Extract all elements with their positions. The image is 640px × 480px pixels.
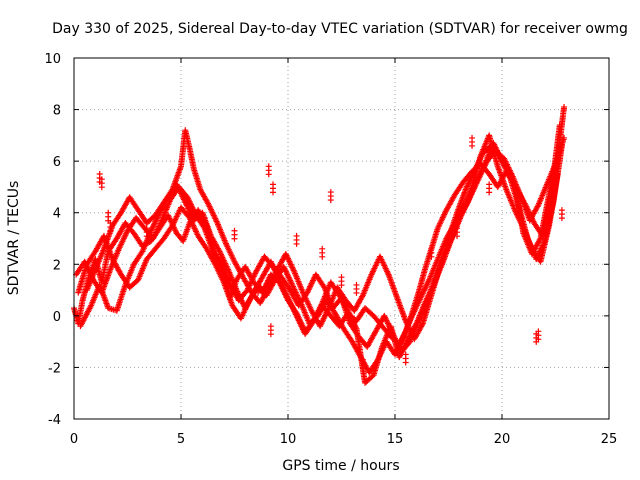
data-points	[71, 103, 568, 386]
x-axis-label: GPS time / hours	[282, 458, 399, 474]
outlier-point	[558, 215, 565, 222]
data-point	[561, 103, 568, 110]
x-tick-label: 15	[387, 432, 404, 447]
x-tick-label: 25	[601, 432, 618, 447]
y-tick-label: 4	[53, 207, 61, 222]
outlier-point	[353, 289, 360, 296]
y-tick-labels: -4 -2 0 2 4 6 8 10	[44, 52, 61, 428]
chart-title: Day 330 of 2025, Sidereal Day-to-day VTE…	[52, 21, 628, 37]
outlier-point	[428, 253, 435, 260]
y-tick-label: 6	[53, 155, 61, 170]
outlier-point	[107, 228, 114, 235]
x-tick-label: 10	[280, 432, 297, 447]
outlier-point	[270, 189, 277, 196]
y-tick-label: 10	[44, 52, 61, 67]
x-tick-label: 20	[494, 432, 511, 447]
outlier-point	[486, 189, 493, 196]
y-tick-label: 2	[53, 258, 61, 273]
outlier-point	[143, 233, 150, 240]
data-point	[561, 134, 568, 141]
outlier-point	[338, 282, 345, 289]
outlier-point	[359, 364, 366, 371]
outlier-point	[293, 240, 300, 247]
outlier-point	[327, 197, 334, 204]
data-point	[558, 142, 565, 149]
x-tick-labels: 0 5 10 15 20 25	[70, 432, 617, 447]
x-tick-label: 0	[70, 432, 78, 447]
outlier-point	[98, 184, 105, 191]
plot-frame	[73, 57, 610, 420]
tick-marks	[73, 57, 610, 420]
outlier-point	[231, 235, 238, 242]
outlier-point	[454, 233, 461, 240]
outlier-point	[201, 222, 208, 229]
data-point	[556, 122, 563, 129]
y-tick-label: 8	[53, 104, 61, 119]
outlier-point	[255, 289, 262, 296]
y-tick-label: -2	[48, 361, 61, 376]
outlier-point	[469, 142, 476, 149]
outlier-point	[267, 331, 274, 338]
outlier-point	[535, 336, 542, 343]
y-tick-label: -4	[48, 413, 61, 428]
outlier-point	[265, 171, 272, 178]
outlier-point	[319, 253, 326, 260]
y-axis-label: SDTVAR / TECUs	[6, 181, 22, 296]
outlier-point	[402, 359, 409, 366]
y-tick-label: 0	[53, 310, 61, 325]
x-tick-label: 5	[177, 432, 185, 447]
